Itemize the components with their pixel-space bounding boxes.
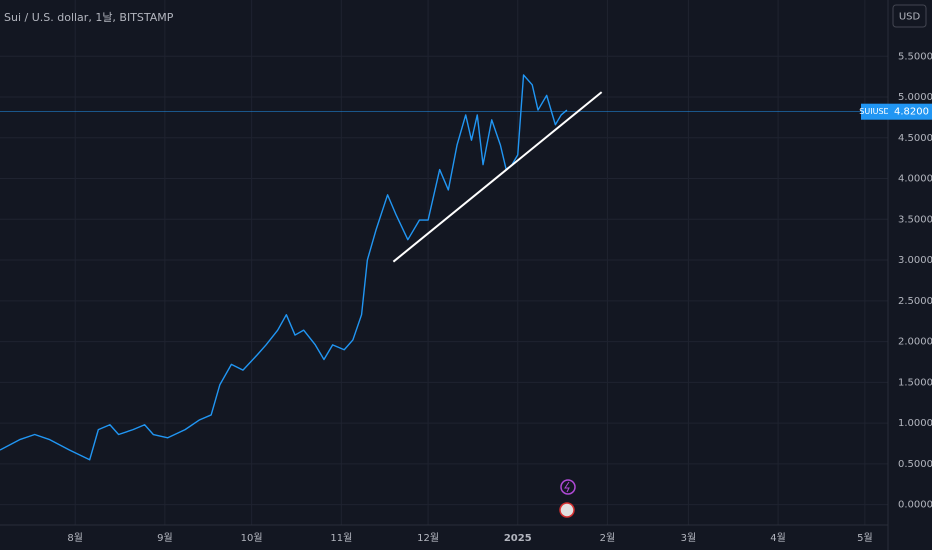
- y-tick-label: 5.5000: [898, 51, 932, 62]
- price-label-value: 4.8200: [894, 107, 929, 118]
- x-tick-label: 3월: [681, 532, 697, 544]
- price-label-box: [861, 103, 888, 120]
- y-tick-label: 0.0000: [898, 500, 932, 511]
- x-tick-label: 5월: [857, 532, 873, 544]
- x-tick-label: 11월: [330, 532, 352, 544]
- currency-button[interactable]: [892, 4, 927, 28]
- y-tick-label: 0.5000: [898, 459, 932, 470]
- x-tick-label: 4월: [770, 532, 786, 544]
- x-tick-label: 12월: [417, 532, 439, 544]
- event-icon-glyph: [564, 481, 570, 493]
- x-tick-label: 8월: [67, 532, 83, 544]
- x-tick-label: 2025: [504, 533, 532, 544]
- x-tick-label: 2월: [600, 532, 616, 544]
- y-tick-label: 2.5000: [898, 296, 932, 307]
- event-icon[interactable]: [559, 502, 575, 518]
- y-tick-label: 2.0000: [898, 337, 932, 348]
- y-tick-label: 1.5000: [898, 377, 932, 388]
- event-icon[interactable]: [560, 479, 576, 495]
- price-label-name: SUIUSD: [859, 107, 889, 116]
- price-label-box: [888, 103, 932, 120]
- trendline: [392, 91, 603, 263]
- y-tick-label: 3.5000: [898, 214, 932, 225]
- x-tick-label: 9월: [157, 532, 173, 544]
- y-tick-label: 5.0000: [898, 92, 932, 103]
- chart-title: Sui / U.S. dollar, 1날, BITSTAMP: [4, 11, 174, 24]
- event-icons: [559, 479, 576, 518]
- currency-label[interactable]: USD: [899, 12, 921, 23]
- y-tick-label: 1.0000: [898, 418, 932, 429]
- plot: [0, 74, 888, 461]
- y-tick-label: 3.0000: [898, 255, 932, 266]
- x-tick-label: 10월: [241, 532, 263, 544]
- y-tick-label: 4.0000: [898, 174, 932, 185]
- price-line: [0, 74, 568, 461]
- y-tick-label: 4.5000: [898, 133, 932, 144]
